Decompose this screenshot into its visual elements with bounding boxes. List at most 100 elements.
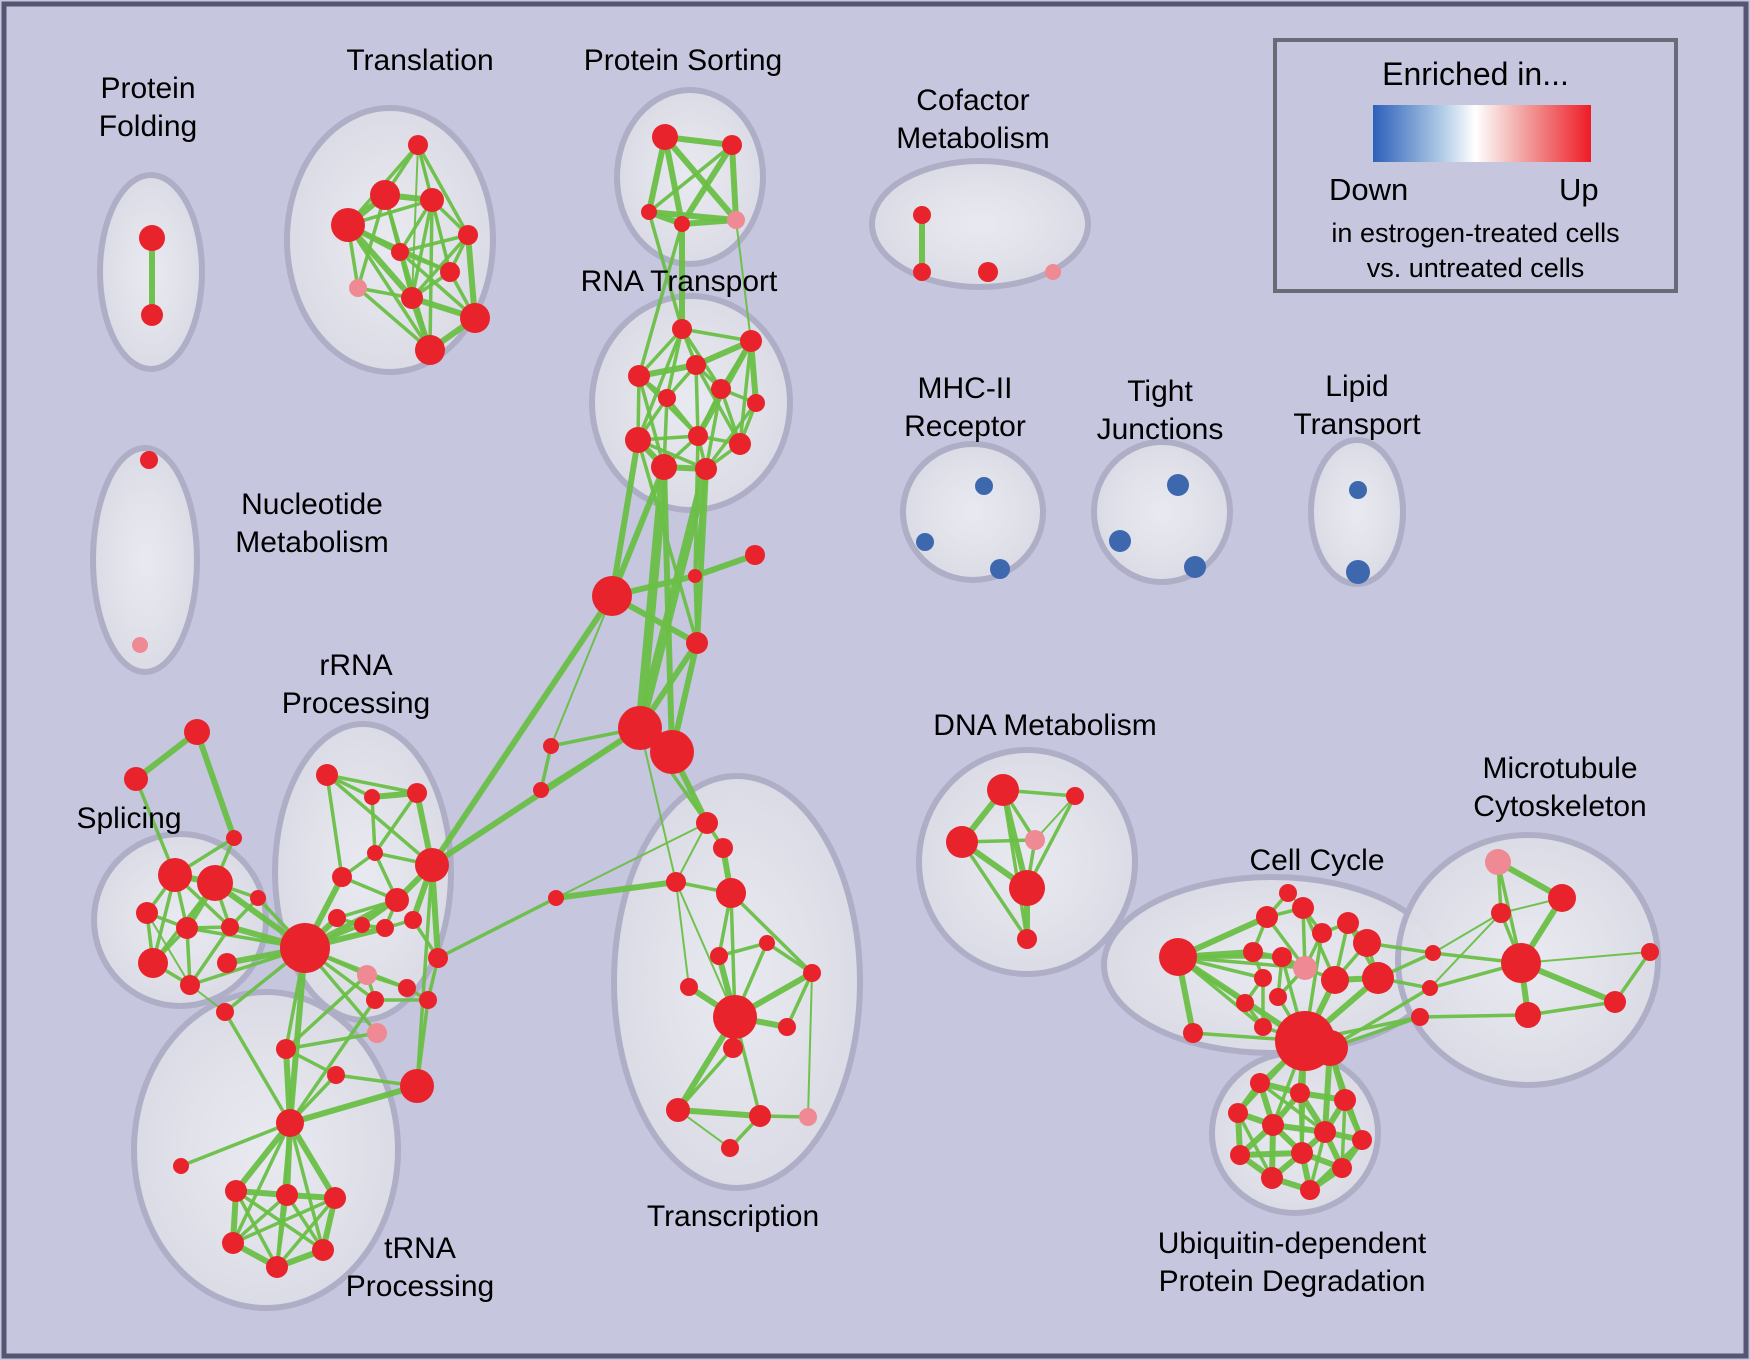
network-edge xyxy=(231,1193,289,1245)
network-edge xyxy=(235,1189,324,1252)
network-node xyxy=(1491,903,1511,923)
legend-caption-line1: in estrogen-treated cells xyxy=(1331,218,1620,248)
network-edge xyxy=(681,217,737,227)
network-node xyxy=(650,730,694,774)
cluster-label-protein-folding: Folding xyxy=(99,110,197,143)
network-node xyxy=(548,890,564,906)
network-node xyxy=(327,1066,345,1084)
network-node xyxy=(1292,897,1314,919)
network-node xyxy=(672,319,692,339)
network-node xyxy=(747,394,765,412)
network-node xyxy=(1183,1023,1203,1043)
network-node xyxy=(674,216,690,232)
network-node xyxy=(1025,830,1045,850)
network-node xyxy=(628,365,650,387)
network-edge xyxy=(555,822,708,899)
network-node xyxy=(1159,938,1197,976)
network-node xyxy=(1045,264,1061,280)
network-edge xyxy=(1236,1112,1274,1179)
network-edge xyxy=(675,881,736,1018)
network-node xyxy=(543,738,559,754)
cluster-ellipse-nucleotide-metabolism xyxy=(90,445,200,675)
network-edge xyxy=(437,896,557,960)
network-node xyxy=(1272,947,1292,967)
network-edge xyxy=(662,135,739,222)
network-node xyxy=(366,991,384,1009)
network-edge xyxy=(729,891,814,975)
network-edge xyxy=(647,211,684,330)
legend-box: Enriched in... Down Up in estrogen-treat… xyxy=(1273,38,1678,293)
network-node xyxy=(1334,1089,1356,1111)
network-node xyxy=(173,1158,189,1174)
network-node xyxy=(1230,1145,1250,1165)
network-node xyxy=(713,838,733,858)
network-edge xyxy=(275,1194,289,1268)
network-edge xyxy=(1432,912,1502,954)
network-node xyxy=(990,559,1010,579)
network-node xyxy=(180,975,200,995)
network-edge xyxy=(679,143,735,226)
network-node xyxy=(913,263,931,281)
network-edge xyxy=(662,136,685,225)
cluster-label-nucleotide-metabolism: Metabolism xyxy=(235,526,388,559)
network-node xyxy=(415,848,449,882)
network-node xyxy=(332,867,352,887)
network-edge xyxy=(647,143,734,214)
network-edge xyxy=(1258,1081,1327,1134)
network-node xyxy=(1337,912,1359,934)
network-node xyxy=(1109,530,1131,552)
cluster-label-dna-metabolism: DNA Metabolism xyxy=(933,709,1156,742)
network-node xyxy=(1228,1103,1248,1123)
network-node xyxy=(975,477,993,495)
network-node xyxy=(666,872,686,892)
cluster-label-trna-processing: Processing xyxy=(346,1270,494,1303)
cluster-ellipse-dna-metabolism xyxy=(916,747,1138,977)
network-node xyxy=(407,783,427,803)
network-edge xyxy=(1419,1013,1529,1019)
network-edge xyxy=(284,973,369,1051)
network-node xyxy=(745,545,765,565)
network-node xyxy=(729,433,751,455)
network-edge xyxy=(550,595,613,747)
cluster-label-rrna-processing: Processing xyxy=(282,687,430,720)
network-node xyxy=(428,948,448,968)
network-node xyxy=(197,865,233,901)
network-edge xyxy=(1527,1000,1616,1017)
network-node xyxy=(132,637,148,653)
cluster-ellipse-transcription xyxy=(611,773,863,1191)
network-node xyxy=(140,451,158,469)
network-node xyxy=(799,1108,817,1126)
cluster-ellipse-lipid-transport xyxy=(1308,437,1406,587)
network-node xyxy=(1641,943,1659,961)
network-node xyxy=(740,330,762,352)
network-node xyxy=(722,135,742,155)
network-edge xyxy=(704,401,758,471)
network-node xyxy=(1352,1130,1372,1150)
network-edge xyxy=(430,725,642,868)
network-edge xyxy=(766,941,813,975)
legend-caption-line2: vs. untreated cells xyxy=(1366,253,1585,283)
network-edge xyxy=(288,1122,325,1251)
cluster-label-cofactor-metabolism: Cofactor xyxy=(916,84,1029,117)
network-node xyxy=(391,243,409,261)
network-node xyxy=(695,458,717,480)
network-node xyxy=(688,569,702,583)
network-node xyxy=(1346,560,1370,584)
network-edge xyxy=(704,388,723,470)
network-node xyxy=(158,858,192,892)
network-node xyxy=(778,1018,796,1036)
network-edge xyxy=(693,575,699,644)
network-edge xyxy=(325,773,434,867)
network-node xyxy=(1291,1142,1313,1164)
network-node xyxy=(266,1256,288,1278)
network-node xyxy=(696,812,718,834)
network-node xyxy=(312,1239,334,1261)
network-node xyxy=(978,262,998,282)
network-node xyxy=(533,782,549,798)
network-node xyxy=(419,991,437,1009)
cluster-label-ubiquitin-dependent-protein-degradation: Ubiquitin-dependent xyxy=(1158,1227,1427,1260)
cluster-ellipse-mhc-ii-receptor xyxy=(900,441,1046,583)
network-node xyxy=(225,1180,247,1202)
network-node xyxy=(592,576,632,616)
